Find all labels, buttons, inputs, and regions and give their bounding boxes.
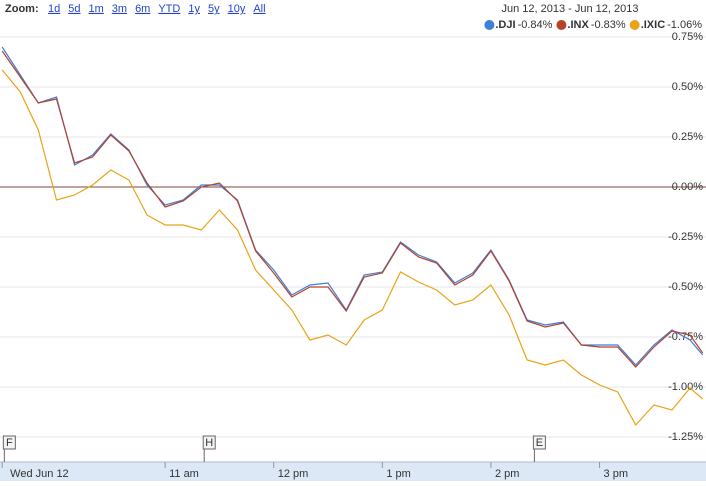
x-tick-label: 12 pm [278, 468, 309, 480]
zoom-option[interactable]: 10y [228, 3, 246, 15]
zoom-label: Zoom: [5, 3, 39, 15]
series-line [1, 46, 704, 366]
legend-change: -1.06% [667, 19, 702, 31]
x-tick-label: 1 pm [386, 468, 410, 480]
zoom-option[interactable]: 1y [188, 3, 200, 15]
x-tick-label: 2 pm [495, 468, 519, 480]
zoom-option[interactable]: All [253, 3, 265, 15]
y-tick-label: -0.25% [668, 231, 703, 243]
x-axis-band [0, 462, 706, 481]
zoom-option[interactable]: YTD [158, 3, 180, 15]
flag-label: H [205, 437, 213, 449]
y-tick-label: 0.50% [672, 81, 703, 93]
zoom-option[interactable]: 6m [135, 3, 150, 15]
legend-label: .DJI [495, 19, 515, 31]
y-tick-label: 0.25% [672, 131, 703, 143]
zoom-option[interactable]: 5d [68, 3, 80, 15]
legend-label: .IXIC [641, 19, 666, 31]
y-tick-label: -1.00% [668, 381, 703, 393]
legend-change: -0.83% [591, 19, 626, 31]
legend-swatch [484, 20, 495, 30]
y-tick-label: -0.50% [668, 281, 703, 293]
y-tick-label: 0.75% [672, 31, 703, 43]
legend-label: .INX [567, 19, 589, 31]
series-line [1, 50, 704, 368]
flag-label: E [536, 437, 543, 449]
zoom-option[interactable]: 1d [48, 3, 60, 15]
legend-change: -0.84% [518, 19, 553, 31]
flag [2, 435, 16, 450]
x-tick-label: Wed Jun 12 [10, 468, 69, 480]
series-line [1, 69, 704, 427]
flag [202, 435, 216, 450]
zoom-option[interactable]: 5y [208, 3, 220, 15]
y-tick-label: -1.25% [668, 431, 703, 443]
flag-label: F [6, 437, 13, 449]
zoom-option[interactable]: 3m [112, 3, 127, 15]
zoom-option[interactable]: 1m [89, 3, 104, 15]
x-tick-label: 11 am [169, 468, 199, 480]
flag [532, 435, 546, 450]
y-tick-label: 0.00% [672, 181, 703, 193]
legend-swatch [556, 20, 567, 30]
legend-swatch [629, 20, 640, 30]
y-tick-label: -0.75% [668, 331, 703, 343]
date-range: Jun 12, 2013 - Jun 12, 2013 [502, 3, 639, 15]
x-tick-label: 3 pm [604, 468, 628, 480]
